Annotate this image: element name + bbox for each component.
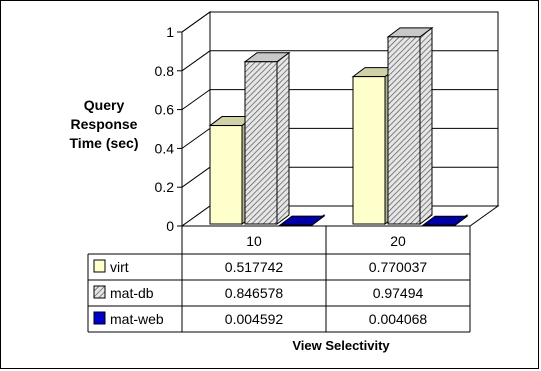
gridline-side (181, 11, 211, 33)
x-axis-label: View Selectivity (292, 338, 390, 353)
legend-label: mat-db (110, 285, 154, 301)
data-label: 0.004592 (225, 311, 284, 327)
bar-mat-web-20 (421, 214, 469, 227)
data-label: 0.97494 (373, 285, 424, 301)
y-tick-label: 0.8 (155, 63, 175, 79)
y-tick-label: 0.6 (155, 102, 175, 118)
side-wall (181, 11, 211, 227)
bar-front (387, 36, 421, 225)
y-tick-label: 1 (166, 24, 174, 40)
data-label: 0.517742 (225, 259, 284, 275)
gridline-side (181, 166, 211, 188)
gridline-side (181, 127, 211, 149)
y-tick-label: 0.2 (155, 179, 175, 195)
y-axis-label: Query Response Time (sec) (69, 97, 139, 151)
bar-side (276, 51, 290, 225)
bar-mat-db-20 (386, 26, 434, 225)
legend-swatch (93, 259, 106, 273)
bar-front (209, 125, 243, 225)
gridline-side (181, 50, 211, 72)
data-label: 0.846578 (225, 285, 284, 301)
bar-mat-db-10 (243, 51, 291, 225)
data-label: 0.770037 (369, 259, 428, 275)
legend-swatch (93, 285, 106, 299)
bar-front (244, 61, 278, 225)
bar-side (419, 26, 433, 225)
data-label: 0.004068 (369, 311, 428, 327)
legend-label: mat-web (110, 311, 164, 327)
bar-front (352, 76, 386, 225)
y-tick-label: 0.4 (155, 140, 175, 156)
legend-label: virt (110, 259, 129, 275)
gridline-side (181, 89, 211, 111)
y-tick-label: 0 (166, 218, 174, 234)
x-tick-label: 20 (390, 233, 406, 249)
x-tick-label: 10 (246, 233, 262, 249)
legend-swatch (93, 311, 106, 325)
